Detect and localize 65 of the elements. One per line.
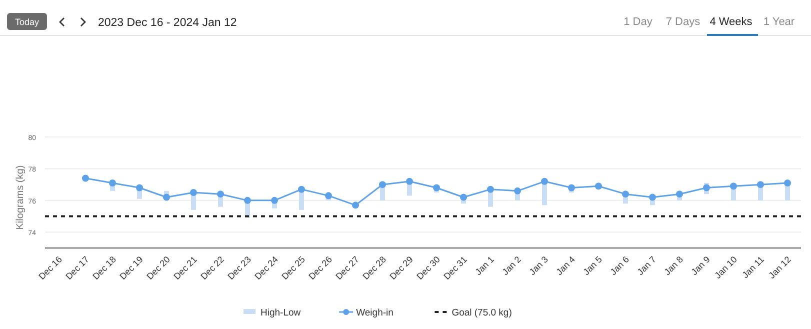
- x-tick-label: Dec 24: [252, 254, 280, 282]
- point: [190, 189, 197, 196]
- point: [730, 182, 737, 190]
- point: [433, 184, 440, 192]
- text: 1 Day: [624, 16, 653, 28]
- point: [244, 196, 251, 204]
- point: [541, 178, 548, 185]
- x-tick-label: Dec 30: [414, 254, 442, 282]
- text: 1 Year: [763, 16, 795, 28]
- point: [217, 190, 224, 198]
- x-tick-label: Dec 25: [280, 254, 307, 282]
- x-tick-label: Dec 26: [306, 254, 334, 282]
- point: [703, 184, 710, 192]
- x-tick-label: Dec 16: [36, 254, 64, 282]
- point: [595, 182, 602, 190]
- x-tick-label: Dec 21: [172, 254, 199, 282]
- text: 7 Days: [666, 16, 701, 28]
- x-tick-label: Jan 7: [635, 254, 658, 277]
- x-tick-label: Dec 23: [226, 254, 253, 282]
- point: [136, 184, 143, 192]
- x-tick-label: Dec 27: [334, 254, 361, 282]
- point: [325, 192, 332, 200]
- x-tick-label: Jan 3: [527, 254, 550, 277]
- point: [757, 181, 764, 188]
- x-tick-label: Jan 2: [500, 254, 523, 277]
- point: [784, 179, 791, 186]
- x-tick-label: Dec 28: [360, 254, 388, 282]
- point: [487, 186, 494, 193]
- legend-label: High-Low: [260, 308, 301, 318]
- x-tick-label: Jan 5: [581, 254, 604, 277]
- x-tick-label: Jan 12: [766, 254, 793, 281]
- point: [406, 178, 413, 185]
- x-tick-label: Jan 11: [740, 254, 766, 280]
- legend-label: Weigh-in: [356, 308, 394, 318]
- x-tick-label: Dec 18: [90, 254, 118, 282]
- x-tick-label: Dec 22: [198, 254, 226, 282]
- point: [460, 194, 467, 201]
- x-tick-label: Dec 17: [64, 254, 91, 282]
- point: [271, 196, 278, 204]
- point: [514, 187, 521, 194]
- legend-label: Goal (75.0 kg): [452, 308, 512, 318]
- x-tick-label: Jan 1: [473, 254, 496, 277]
- x-tick-label: Dec 29: [388, 254, 415, 282]
- point: [379, 181, 386, 188]
- x-tick-label: Jan 10: [712, 254, 739, 281]
- point: [676, 190, 683, 198]
- x-tick-label: Jan 9: [689, 254, 712, 277]
- point: [163, 194, 170, 201]
- x-tick-label: Jan 8: [662, 254, 685, 277]
- point: [109, 179, 116, 186]
- y-axis-title: Kilograms (kg): [15, 165, 26, 230]
- x-tick-label: Jan 4: [554, 254, 577, 277]
- text: 4 Weeks: [710, 16, 753, 28]
- point: [352, 202, 359, 209]
- point: [568, 184, 575, 192]
- point: [82, 174, 89, 182]
- point: [622, 190, 629, 198]
- point: [649, 194, 656, 201]
- x-tick-label: Dec 31: [442, 254, 469, 282]
- x-tick-label: Dec 19: [118, 254, 145, 282]
- x-tick-label: Dec 20: [144, 254, 172, 282]
- text: 2023 Dec 16 - 2024 Jan 12: [98, 17, 237, 29]
- text: Today: [14, 17, 40, 27]
- x-tick-label: Jan 6: [608, 254, 631, 277]
- point: [298, 186, 305, 193]
